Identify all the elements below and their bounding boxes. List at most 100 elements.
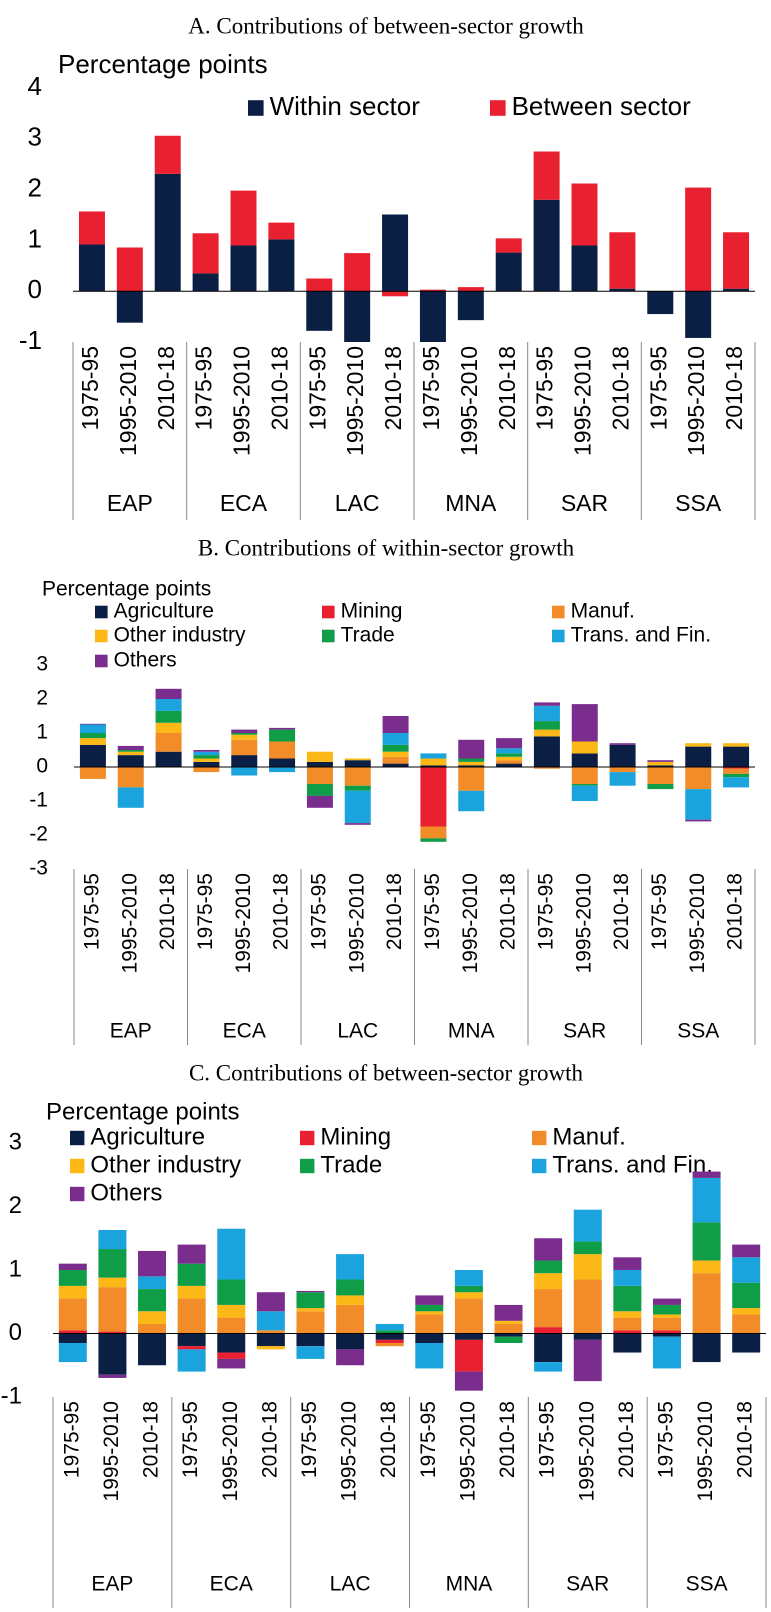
bar-segment — [533, 151, 560, 200]
bar-segment — [79, 767, 106, 779]
bar-segment — [692, 1333, 721, 1363]
bar-segment — [336, 1295, 365, 1305]
bar-segment — [306, 278, 333, 292]
legend-label: Manuf. — [571, 600, 635, 623]
bar-segment — [534, 1333, 563, 1363]
bar-segment — [117, 745, 144, 750]
bar-segment — [652, 1336, 681, 1369]
x-tick-label: 1995-2010 — [115, 346, 141, 456]
bar-segment — [231, 734, 258, 740]
bar-segment — [269, 767, 296, 773]
bar-segment — [193, 751, 220, 756]
bar-segment — [495, 238, 522, 253]
panel-title: B. Contributions of within-sector growth — [198, 535, 575, 560]
bar-segment — [193, 750, 220, 752]
bar-segment — [155, 722, 182, 733]
group-label: SAR — [563, 1020, 606, 1043]
bar-segment — [685, 746, 712, 767]
group-label: MNA — [445, 490, 497, 516]
bar-segment — [138, 1333, 167, 1366]
group-label: LAC — [330, 1573, 371, 1596]
bar-segment — [177, 1285, 206, 1299]
bar-segment — [496, 763, 523, 767]
y-tick-label: 0 — [28, 274, 42, 304]
legend-label: Agriculture — [114, 600, 214, 623]
bar-segment — [613, 1311, 642, 1318]
bar-segment — [217, 1358, 246, 1369]
bar-segment — [58, 1270, 87, 1286]
bar-segment — [458, 739, 485, 759]
bar-segment — [496, 756, 523, 761]
bar-segment — [230, 190, 257, 246]
bar-segment — [419, 291, 446, 342]
x-tick-label: 1975-95 — [534, 873, 557, 950]
bar-segment — [296, 1311, 325, 1334]
x-tick-label: 1995-2010 — [219, 1401, 242, 1501]
x-tick-label: 1995-2010 — [575, 1401, 598, 1501]
legend-label: Other industry — [90, 1151, 241, 1178]
bar-segment — [269, 758, 296, 767]
y-tick-label: -3 — [29, 857, 48, 880]
bar-segment — [306, 761, 333, 767]
x-tick-label: 2010-18 — [496, 1401, 519, 1478]
bar-segment — [79, 723, 106, 725]
bar-segment — [613, 1270, 642, 1286]
legend-label: Trade — [320, 1151, 382, 1178]
x-tick-label: 1975-95 — [421, 873, 444, 950]
bar-segment — [685, 819, 712, 822]
bar-segment — [177, 1244, 206, 1264]
legend-swatch — [552, 629, 565, 643]
bar-segment — [457, 287, 484, 292]
bar-segment — [415, 1311, 444, 1315]
bar-segment — [533, 199, 560, 292]
y-tick-label: 0 — [9, 1319, 22, 1346]
x-tick-label: 2010-18 — [724, 873, 747, 950]
legend-swatch — [300, 1130, 315, 1146]
bar-segment — [58, 1263, 87, 1270]
x-tick-label: 1995-2010 — [229, 346, 255, 456]
bar-segment — [420, 758, 447, 766]
bar-segment — [117, 787, 144, 808]
bar-segment — [58, 1298, 87, 1331]
x-tick-label: 1975-95 — [532, 346, 558, 430]
bar-segment — [193, 761, 220, 767]
x-tick-label: 2010-18 — [721, 346, 747, 430]
bar-segment — [609, 744, 636, 767]
bar-segment — [533, 702, 560, 706]
bar-segment — [573, 1279, 602, 1334]
bar-segment — [336, 1279, 365, 1296]
bar-segment — [296, 1346, 325, 1359]
x-tick-label: 1975-95 — [77, 346, 103, 430]
bar-segment — [652, 1304, 681, 1315]
x-tick-label: 1975-95 — [418, 346, 444, 430]
bar-segment — [533, 705, 560, 722]
x-tick-label: 1975-95 — [179, 1401, 202, 1478]
bar-segment — [496, 748, 523, 754]
bar-segment — [723, 773, 750, 778]
bar-segment — [454, 1371, 483, 1391]
bar-segment — [79, 744, 106, 767]
bar-segment — [193, 758, 220, 762]
group-label: EAP — [107, 490, 153, 516]
bar-segment — [609, 772, 636, 786]
x-tick-label: 1995-2010 — [456, 1401, 479, 1501]
legend-swatch — [532, 1158, 547, 1174]
bar-segment — [494, 1333, 523, 1337]
bar-segment — [217, 1279, 246, 1305]
group-label: MNA — [446, 1573, 493, 1596]
bar-segment — [117, 751, 144, 756]
bar-segment — [732, 1333, 761, 1353]
bar-segment — [256, 1333, 285, 1347]
bar-segment — [571, 741, 598, 754]
bar-segment — [723, 767, 750, 769]
bar-segment — [723, 288, 750, 292]
bar-segment — [177, 1346, 206, 1350]
bar-segment — [652, 1317, 681, 1331]
bar-segment — [647, 767, 674, 784]
x-tick-label: 1995-2010 — [570, 346, 596, 456]
bar-segment — [494, 1304, 523, 1321]
legend-swatch — [95, 654, 108, 668]
bar-segment — [344, 253, 371, 292]
bar-segment — [306, 795, 333, 808]
bar-segment — [454, 1292, 483, 1299]
